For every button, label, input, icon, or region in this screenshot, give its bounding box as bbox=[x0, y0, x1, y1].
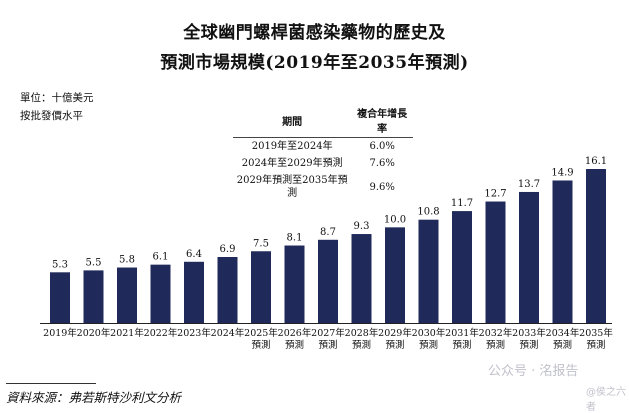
x-tick-label: 2020年 bbox=[77, 327, 111, 339]
data-label: 8.1 bbox=[287, 233, 303, 244]
data-label: 5.3 bbox=[52, 259, 68, 270]
x-tick-label: 2034年 bbox=[546, 327, 580, 339]
data-label: 6.9 bbox=[220, 244, 236, 255]
x-tick-label: 2026年 bbox=[278, 327, 312, 339]
x-tick-label: 2023年 bbox=[177, 327, 211, 339]
x-tick-label: 預測 bbox=[352, 339, 371, 351]
data-label: 5.5 bbox=[86, 257, 102, 268]
bar bbox=[50, 272, 70, 323]
x-tick-label: 預測 bbox=[519, 339, 538, 351]
x-tick-label: 2021年 bbox=[110, 327, 144, 339]
data-label: 11.7 bbox=[451, 198, 473, 209]
data-label: 7.5 bbox=[253, 238, 269, 249]
bar bbox=[452, 211, 472, 323]
bar bbox=[385, 227, 405, 323]
x-tick-label: 預測 bbox=[251, 339, 270, 351]
x-tick-label: 2029年 bbox=[378, 327, 412, 339]
cagr-header-rate: 複合年增長率 bbox=[351, 103, 413, 138]
cagr-rate: 6.0% bbox=[369, 141, 395, 152]
cagr-table: 期間 複合年增長率 2019年至2024年 6.0% 2024年至2029年預測… bbox=[233, 103, 413, 202]
x-tick-label: 預測 bbox=[385, 339, 404, 351]
x-tick-label: 預測 bbox=[285, 339, 304, 351]
unit-label: 單位：十億美元 bbox=[20, 92, 94, 104]
cagr-rate: 9.6% bbox=[369, 181, 395, 193]
x-tick-label: 2027年 bbox=[311, 327, 345, 339]
cagr-period: 2029年預測至2035年預測 bbox=[236, 175, 348, 199]
bar bbox=[418, 219, 439, 323]
cagr-row: 2024年至2029年預測 7.6% bbox=[233, 155, 413, 172]
bar bbox=[184, 261, 204, 323]
x-tick-label: 2035年 bbox=[579, 327, 613, 339]
x-tick-label: 2028年 bbox=[345, 327, 379, 339]
bar bbox=[586, 169, 606, 323]
bar bbox=[117, 267, 137, 323]
cagr-row: 2019年至2024年 6.0% bbox=[233, 138, 413, 156]
source-note: 資料來源：弗若斯特沙利文分析 bbox=[6, 383, 181, 406]
data-label: 6.1 bbox=[153, 252, 169, 263]
bar bbox=[83, 270, 104, 323]
data-label: 16.1 bbox=[585, 156, 607, 167]
data-label: 8.7 bbox=[320, 227, 336, 238]
bar bbox=[485, 201, 506, 323]
cagr-row: 2029年預測至2035年預測 9.6% bbox=[233, 172, 413, 202]
data-label: 6.4 bbox=[186, 249, 202, 260]
x-tick-label: 2025年 bbox=[244, 327, 278, 339]
x-tick-label: 預測 bbox=[553, 339, 572, 351]
bar bbox=[150, 264, 171, 323]
x-tick-label: 2019年 bbox=[43, 327, 77, 339]
data-label: 10.0 bbox=[384, 214, 406, 225]
x-tick-label: 2030年 bbox=[412, 327, 446, 339]
x-tick-label: 預測 bbox=[586, 339, 605, 351]
x-tick-label: 2031年 bbox=[445, 327, 479, 339]
cagr-header-period: 期間 bbox=[233, 103, 352, 138]
cagr-period: 2024年至2029年預測 bbox=[241, 158, 343, 169]
chart-title-line-2: 預測市場規模(2019年至2035年預測) bbox=[160, 53, 469, 73]
x-tick-label: 2033年 bbox=[512, 327, 546, 339]
bar bbox=[318, 239, 338, 323]
data-label: 9.3 bbox=[354, 221, 370, 232]
chart-title-line-1: 全球幽門螺桿菌感染藥物的歷史及 bbox=[183, 23, 446, 43]
bar bbox=[519, 191, 539, 323]
bar bbox=[351, 234, 372, 323]
cagr-rate: 7.6% bbox=[369, 158, 395, 169]
data-label: 5.8 bbox=[119, 255, 135, 266]
data-label: 13.7 bbox=[518, 179, 540, 190]
bar bbox=[251, 251, 271, 323]
x-tick-label: 2022年 bbox=[144, 327, 178, 339]
bar bbox=[217, 257, 238, 323]
data-label: 14.9 bbox=[551, 167, 573, 178]
x-tick-label: 預測 bbox=[318, 339, 337, 351]
basis-label: 按批發價水平 bbox=[20, 110, 83, 122]
watermark-handle: @侯之六者 bbox=[586, 387, 626, 413]
x-tick-label: 2024年 bbox=[211, 327, 245, 339]
x-tick-label: 2032年 bbox=[479, 327, 513, 339]
x-tick-label: 預測 bbox=[452, 339, 471, 351]
data-label: 12.7 bbox=[484, 189, 506, 200]
data-label: 10.8 bbox=[417, 207, 439, 218]
bar bbox=[552, 180, 573, 323]
cagr-period: 2019年至2024年 bbox=[251, 141, 333, 152]
watermark-text: 公众号 · 洺报告 bbox=[488, 364, 579, 379]
x-tick-label: 預測 bbox=[486, 339, 505, 351]
x-tick-label: 預測 bbox=[419, 339, 438, 351]
bar bbox=[284, 245, 305, 323]
